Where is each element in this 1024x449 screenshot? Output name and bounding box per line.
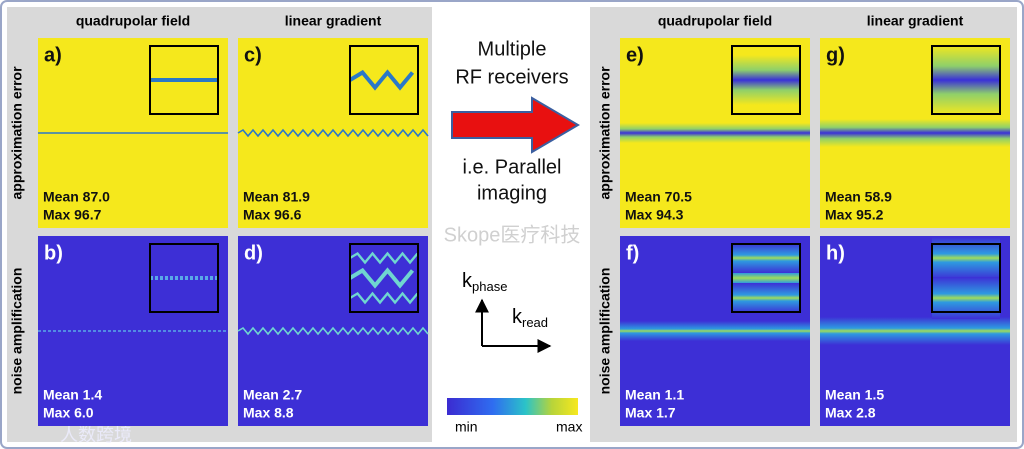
watermark: Skope医疗科技	[444, 223, 581, 246]
panel: d) Mean 2.7 Max 8.8	[237, 236, 429, 426]
panel-max: Max 1.7	[625, 405, 676, 421]
panel-mean: Mean 58.9	[825, 189, 892, 205]
band	[237, 128, 429, 138]
inset-border	[731, 243, 801, 313]
panel-label: g)	[826, 44, 845, 66]
band	[820, 317, 1010, 345]
panel-mean: Mean 1.5	[825, 387, 884, 403]
row-label: approximation error	[597, 66, 613, 200]
row-label: approximation error	[9, 66, 25, 200]
panel: g) Mean 58.9 Max 95.2	[820, 38, 1010, 228]
band	[732, 283, 800, 313]
band	[932, 45, 1000, 115]
panel-max: Max 96.6	[243, 207, 302, 223]
center-text: i.e. Parallel	[463, 156, 562, 178]
column-header: quadrupolar field	[658, 13, 772, 29]
panel-label: d)	[244, 242, 263, 264]
panel-mean: Mean 81.9	[243, 189, 310, 205]
center-text: Multiple	[478, 38, 547, 60]
panel-mean: Mean 1.4	[43, 387, 102, 403]
panel-label: f)	[626, 242, 639, 264]
panel-label: b)	[44, 242, 63, 264]
center-text: RF receivers	[455, 66, 568, 88]
panel: a) Mean 87.0 Max 96.7	[38, 38, 228, 228]
panel: f) Mean 1.1 Max 1.7	[620, 236, 810, 426]
inset-border	[931, 243, 1001, 313]
row-label: noise amplification	[9, 268, 25, 395]
colorbar	[447, 398, 578, 415]
k-phase: kphase	[462, 270, 507, 294]
panel-mean: Mean 87.0	[43, 189, 110, 205]
center: Multiple RF receivers i.e. Parallel imag…	[451, 38, 580, 204]
column-header: linear gradient	[867, 13, 964, 29]
inset-border	[149, 243, 219, 313]
inset-border	[349, 243, 419, 313]
band	[732, 243, 800, 273]
panel-label: a)	[44, 44, 62, 66]
inset-border	[931, 45, 1001, 115]
panel: e) Mean 70.5 Max 94.3	[620, 38, 810, 228]
panel-max: Max 96.7	[43, 207, 102, 223]
row-label: noise amplification	[597, 268, 613, 395]
inset-border	[731, 45, 801, 115]
panel-max: Max 6.0	[43, 405, 94, 421]
panel-max: Max 94.3	[625, 207, 684, 223]
inset-border	[349, 45, 419, 115]
band	[620, 321, 810, 341]
band	[349, 291, 419, 305]
band	[732, 55, 800, 105]
watermark: 人数跨境	[60, 425, 132, 445]
band	[820, 119, 1010, 147]
colorbar-max: max	[556, 419, 582, 435]
column-header: quadrupolar field	[76, 13, 190, 29]
column-header: linear gradient	[285, 13, 382, 29]
panel-max: Max 8.8	[243, 405, 294, 421]
k-read: kread	[512, 306, 548, 330]
panel: b) Mean 1.4 Max 6.0	[38, 236, 228, 426]
colorbar-min: min	[455, 419, 478, 435]
band	[237, 326, 429, 336]
panel-mean: Mean 2.7	[243, 387, 302, 403]
panel: h) Mean 1.5 Max 2.8	[820, 236, 1010, 426]
center-text: imaging	[477, 182, 547, 204]
panel: c) Mean 81.9 Max 96.6	[237, 38, 429, 228]
panel-max: Max 2.8	[825, 405, 876, 421]
band	[620, 123, 810, 143]
panel-mean: Mean 1.1	[625, 387, 684, 403]
band	[348, 69, 415, 91]
band	[349, 251, 419, 265]
panel-mean: Mean 70.5	[625, 189, 692, 205]
panel-label: e)	[626, 44, 644, 66]
panel-label: h)	[826, 242, 845, 264]
band	[348, 267, 415, 289]
panel-label: c)	[244, 44, 262, 66]
panel-max: Max 95.2	[825, 207, 884, 223]
arrow	[451, 96, 580, 154]
inset-border	[149, 45, 219, 115]
